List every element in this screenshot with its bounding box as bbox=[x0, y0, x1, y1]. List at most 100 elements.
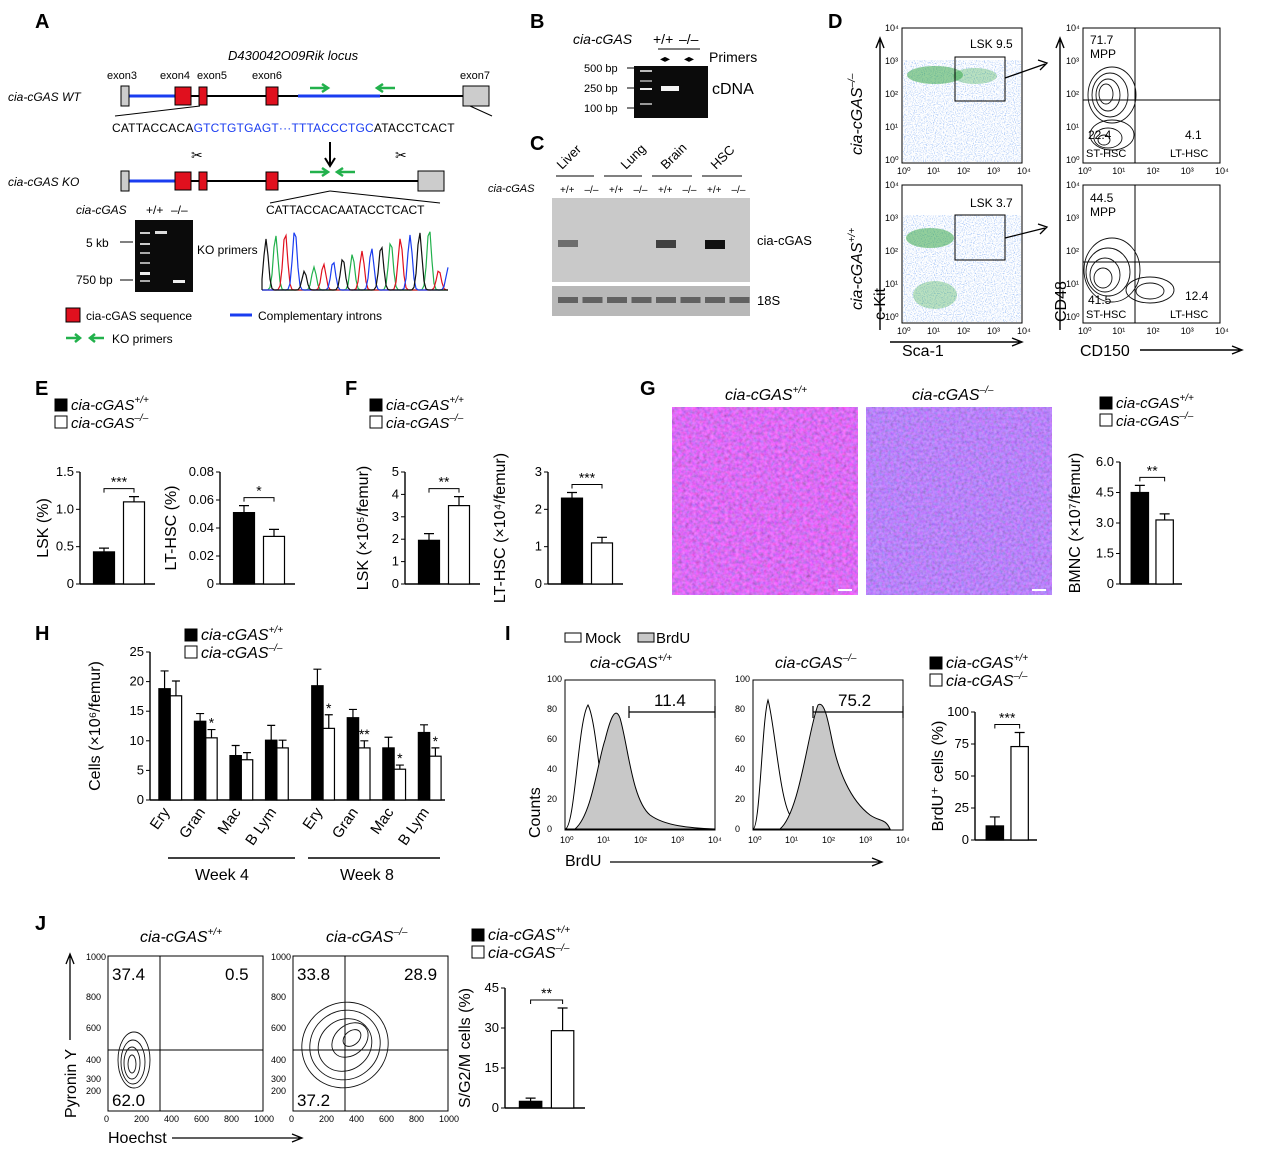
brdu-histogram-ko bbox=[778, 703, 891, 830]
18s-band bbox=[680, 297, 701, 303]
ladder-band bbox=[140, 243, 150, 245]
y-tick-label: 0 bbox=[492, 1100, 499, 1115]
y-tick-label: 2 bbox=[392, 531, 399, 546]
forward-primer-arrow bbox=[310, 82, 331, 94]
mpp-value: 44.5 bbox=[1090, 191, 1114, 205]
legend-ko-swatch bbox=[929, 673, 943, 687]
ko-product-band bbox=[173, 280, 185, 283]
wt-allele-map bbox=[114, 82, 493, 117]
y-tick-label: 10¹ bbox=[1066, 279, 1079, 289]
tissue-lung: Lung bbox=[618, 141, 649, 172]
18s-band bbox=[631, 297, 652, 303]
legend-wt-swatch bbox=[184, 628, 198, 642]
y-tick-label: 10⁰ bbox=[1066, 312, 1080, 322]
lane-genotype: –/– bbox=[683, 185, 697, 196]
bar bbox=[169, 695, 183, 801]
legend-ko-base: cia-cGAS bbox=[946, 673, 1014, 690]
j-wt-q2: 0.5 bbox=[225, 965, 249, 984]
error-bar bbox=[171, 680, 180, 696]
bar bbox=[518, 1100, 543, 1109]
bar bbox=[158, 688, 171, 801]
week4-label: Week 4 bbox=[195, 867, 249, 884]
j-wt-q3: 62.0 bbox=[112, 1091, 145, 1110]
zoom-line bbox=[469, 105, 493, 117]
exon3-box bbox=[120, 170, 130, 192]
legend-wt-swatch bbox=[369, 398, 383, 412]
legend-ko-swatch bbox=[184, 645, 198, 659]
x-tick-label: 1000 bbox=[439, 1114, 459, 1124]
legend-wt-label: cia-cGAS+/+ bbox=[946, 653, 1028, 672]
y-tick-label: 10⁴ bbox=[1066, 23, 1080, 33]
j-ko-q2: 28.9 bbox=[404, 965, 437, 984]
cut-site-left-icon: ✂ bbox=[191, 147, 203, 163]
y-tick-label: 10⁰ bbox=[1066, 155, 1080, 165]
gel-marker-5kb: 5 kb bbox=[86, 236, 109, 250]
lane-genotype: –/– bbox=[585, 185, 599, 196]
significance-bracket bbox=[243, 497, 275, 502]
y-tick-label: 6.0 bbox=[1096, 454, 1114, 469]
18s-band bbox=[729, 297, 750, 303]
x-tick-label: 10¹ bbox=[597, 835, 610, 845]
legend-wt-base: cia-cGAS bbox=[946, 655, 1014, 672]
y-tick-label: 25 bbox=[955, 800, 969, 815]
x-tick-label: 0 bbox=[289, 1114, 294, 1124]
ladder-band bbox=[640, 80, 652, 82]
significance-bracket bbox=[994, 723, 1021, 729]
bar bbox=[985, 825, 1005, 841]
gate-arrow-icon bbox=[1004, 59, 1049, 79]
error-bar bbox=[1159, 513, 1170, 520]
density-core bbox=[913, 281, 957, 309]
bar bbox=[311, 685, 324, 801]
density-core bbox=[953, 68, 997, 84]
legend-brdu-swatch bbox=[637, 632, 655, 643]
significance-bracket bbox=[1139, 476, 1166, 482]
y-tick-label: 15 bbox=[485, 1060, 499, 1075]
mpp-label: MPP bbox=[1090, 47, 1116, 61]
y-tick-label: 3 bbox=[392, 509, 399, 524]
x-tick-label: 10⁰ bbox=[748, 835, 762, 845]
y-tick-label: 0 bbox=[547, 824, 552, 834]
x-tick-label: 400 bbox=[164, 1114, 179, 1124]
contours bbox=[1083, 237, 1175, 304]
chart-e-0: 0 0.5 1.0 1.5 LSK (%) *** bbox=[35, 464, 155, 591]
d-row1-genotype: cia-cGAS–/– bbox=[847, 73, 866, 155]
legend-ko-label: cia-cGAS–/– bbox=[488, 943, 570, 962]
exon4-box bbox=[174, 86, 192, 106]
legend-wt-base: cia-cGAS bbox=[1116, 395, 1179, 412]
error-bar bbox=[129, 496, 139, 502]
slam-contour-wt: 44.5 MPP 41.5 ST-HSC 12.4 LT-HSC bbox=[1082, 184, 1221, 324]
x-tick-label: 10⁴ bbox=[1215, 326, 1229, 336]
legend-wt-label: cia-cGAS+/+ bbox=[71, 395, 149, 414]
bar bbox=[393, 768, 407, 801]
y-tick-label: 100 bbox=[947, 704, 969, 719]
x-tick-label: 10⁰ bbox=[897, 166, 911, 176]
exon3-label: exon3 bbox=[107, 70, 137, 82]
x-tick-label: 200 bbox=[134, 1114, 149, 1124]
tissue-genotype-label: cia-cGAS bbox=[488, 183, 535, 195]
rt-genotype-label: cia-cGAS bbox=[573, 31, 633, 47]
ladder-band bbox=[140, 280, 150, 282]
x-tick-label: 10² bbox=[634, 835, 647, 845]
y-axis-label: LT-HSC (×10⁴/femur) bbox=[492, 453, 509, 603]
tissue-genotype-row: +/+ –/– +/+ –/– +/+ –/– +/+ –/– bbox=[560, 185, 746, 196]
x-tick-label: 10² bbox=[1147, 166, 1160, 176]
error-bar bbox=[420, 724, 429, 733]
x-tick-label: 10¹ bbox=[785, 835, 798, 845]
18s-band bbox=[656, 297, 676, 303]
band-label-18s: 18S bbox=[757, 293, 780, 308]
cd150-axis-arrow bbox=[1140, 345, 1244, 355]
mpp-label: MPP bbox=[1090, 205, 1116, 219]
j-title-ko: cia-cGAS–/– bbox=[326, 927, 408, 946]
y-tick-label: 15 bbox=[130, 703, 144, 718]
legend-ko-swatch bbox=[471, 945, 485, 959]
y-axis-label: BrdU⁺ cells (%) bbox=[930, 721, 947, 832]
y-tick-label: 300 bbox=[271, 1074, 286, 1084]
legend-ko-sup: –/– bbox=[268, 643, 283, 654]
ko-chromatogram bbox=[261, 231, 449, 291]
legend-wt-swatch bbox=[929, 656, 943, 670]
y-axis-label: LT-HSC (%) bbox=[163, 485, 180, 570]
brdu-axis-arrow bbox=[610, 857, 884, 867]
lane-genotype: +/+ bbox=[609, 185, 624, 196]
forward-primer-arrow bbox=[310, 166, 331, 178]
